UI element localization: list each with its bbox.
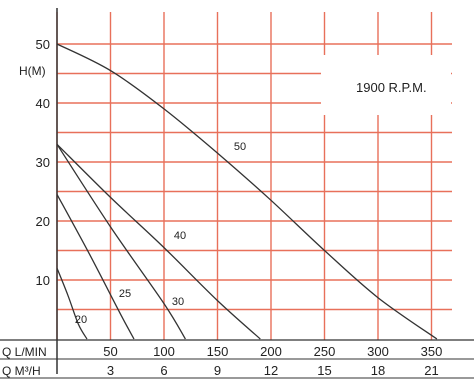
x-tick-label-primary: 50: [103, 344, 117, 359]
curve-label-20: 20: [75, 314, 87, 326]
y-tick-label: 40: [36, 96, 50, 111]
curve-20: [56, 267, 88, 340]
x-tick-label-secondary: 3: [107, 363, 114, 378]
curve-label-40: 40: [174, 230, 186, 242]
x-tick-label-primary: 250: [314, 344, 336, 359]
x-tick-label-secondary: 15: [317, 363, 331, 378]
curves: 50 40 30 25 20: [56, 43, 438, 340]
x-tick-label-primary: 300: [367, 344, 389, 359]
x-axis-label-secondary: Q M³/H: [2, 364, 41, 378]
curve-50: [56, 43, 438, 340]
x-tick-label-secondary: 6: [160, 363, 167, 378]
y-tick-label: 10: [36, 273, 50, 288]
speed-label-box: [321, 55, 451, 115]
curve-40: [56, 143, 261, 340]
y-tick-label: 50: [36, 37, 50, 52]
y-axis-label: H(M): [19, 64, 46, 78]
x-axis-label-primary: Q L/MIN: [2, 345, 47, 359]
x-tick-label-primary: 200: [260, 344, 282, 359]
x-tick-label-secondary: 9: [214, 363, 221, 378]
x-tick-label-secondary: 21: [424, 363, 438, 378]
curve-30: [56, 143, 186, 340]
curve-25: [56, 194, 135, 340]
axis-frame: [0, 8, 474, 379]
x-tick-label-secondary: 18: [371, 363, 385, 378]
x-tick-label-secondary: 12: [264, 363, 278, 378]
tick-labels: 10 20 30 40 50 50 3 100 6 150 9 200 12 250 15 300 18 350 2…: [36, 37, 443, 378]
y-tick-label: 30: [36, 155, 50, 170]
y-tick-label: 20: [36, 214, 50, 229]
x-tick-label-primary: 350: [421, 344, 443, 359]
curve-label-30: 30: [172, 296, 184, 308]
x-tick-label-primary: 150: [207, 344, 229, 359]
curve-label-25: 25: [119, 288, 131, 300]
curve-label-50: 50: [234, 141, 246, 153]
speed-label: 1900 R.P.M.: [356, 80, 427, 95]
x-tick-label-primary: 100: [153, 344, 175, 359]
